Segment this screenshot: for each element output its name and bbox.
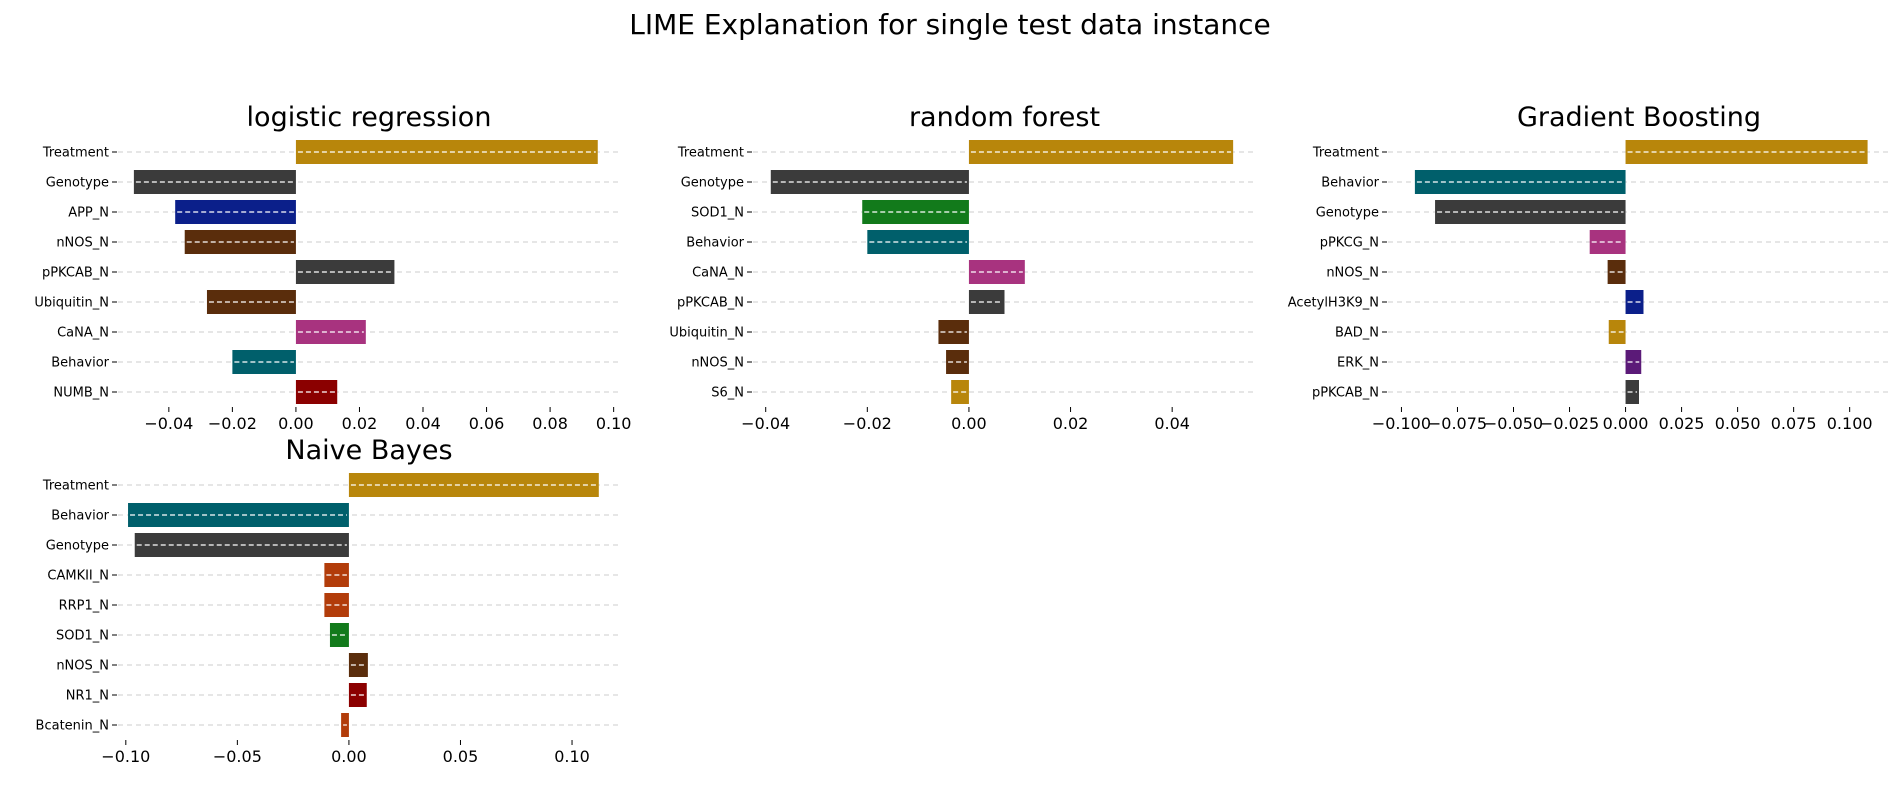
- x-tick-label: 0.04: [405, 414, 441, 433]
- bar-sod1_n: [329, 623, 349, 647]
- x-tick-label: 0.06: [469, 414, 505, 433]
- y-tick-label: CaNA_N: [57, 326, 109, 341]
- y-tick-label: Genotype: [46, 176, 109, 191]
- y-tick-label: Genotype: [1316, 206, 1379, 221]
- chart-title: random forest: [909, 102, 1100, 133]
- chart-title: Gradient Boosting: [1517, 102, 1761, 133]
- bar-nnos_n: [1607, 260, 1626, 284]
- y-tick-label: BAD_N: [1335, 326, 1379, 341]
- x-tick-label: −0.04: [144, 414, 193, 433]
- y-tick-label: Behavior: [51, 356, 109, 371]
- x-tick-label: 0.02: [1053, 414, 1089, 433]
- y-tick-label: Genotype: [46, 539, 109, 554]
- y-tick-label: Treatment: [42, 146, 109, 161]
- x-tick-label: −0.10: [101, 747, 150, 766]
- x-tick-label: 0.10: [554, 747, 590, 766]
- y-tick-label: Behavior: [1321, 176, 1379, 191]
- bar-treatment: [1625, 140, 1868, 164]
- x-tick-label: 0.075: [1771, 414, 1817, 433]
- y-tick-label: nNOS_N: [56, 236, 109, 251]
- x-tick-label: 0.08: [532, 414, 568, 433]
- y-tick-label: nNOS_N: [691, 356, 744, 371]
- chart-naive-bayes: Naive Bayes Treatment Behavior Genotype CAMK…: [36, 435, 620, 766]
- x-tick-label: −0.075: [1428, 414, 1487, 433]
- bar-acetylh3k9_n: [1625, 290, 1644, 314]
- y-tick-label: pPKCAB_N: [1312, 386, 1379, 401]
- y-tick-label: pPKCAB_N: [677, 296, 744, 311]
- y-tick-label: pPKCAB_N: [42, 266, 109, 281]
- x-tick-label: 0.04: [1154, 414, 1190, 433]
- y-tick-label: Genotype: [681, 176, 744, 191]
- y-tick-label: ERK_N: [1337, 356, 1379, 371]
- x-tick-label: −0.05: [213, 747, 262, 766]
- x-tick-label: 0.00: [331, 747, 367, 766]
- chart-title: logistic regression: [247, 102, 492, 133]
- y-tick-label: SOD1_N: [56, 629, 109, 644]
- y-tick-label: Ubiquitin_N: [34, 296, 109, 311]
- y-tick-label: NUMB_N: [53, 386, 109, 401]
- y-tick-label: Ubiquitin_N: [669, 326, 744, 341]
- chart-random-forest: random forest Treatment Genotype SOD1_N Beha…: [669, 102, 1256, 433]
- x-tick-label: 0.00: [951, 414, 987, 433]
- x-tick-label: 0.050: [1715, 414, 1761, 433]
- x-tick-label: −0.100: [1372, 414, 1431, 433]
- y-tick-label: S6_N: [711, 386, 744, 401]
- y-tick-label: Bcatenin_N: [36, 719, 109, 734]
- y-tick-label: Treatment: [42, 479, 109, 494]
- y-tick-label: nNOS_N: [1326, 266, 1379, 281]
- x-tick-label: −0.04: [741, 414, 790, 433]
- y-tick-label: RRP1_N: [59, 599, 109, 614]
- x-tick-label: 0.100: [1827, 414, 1873, 433]
- x-tick-label: 0.02: [342, 414, 378, 433]
- x-tick-label: 0.05: [443, 747, 479, 766]
- y-tick-label: Behavior: [51, 509, 109, 524]
- y-tick-label: CaNA_N: [692, 266, 744, 281]
- x-tick-label: 0.000: [1603, 414, 1649, 433]
- bar-erk_n: [1625, 350, 1642, 374]
- y-tick-label: CAMKII_N: [47, 569, 109, 584]
- y-tick-label: nNOS_N: [56, 659, 109, 674]
- y-tick-label: Behavior: [686, 236, 744, 251]
- x-tick-label: 0.10: [596, 414, 632, 433]
- y-tick-label: pPKCG_N: [1320, 236, 1379, 251]
- chart-logistic-regression: logistic regression Treatment Genotype APP_…: [34, 102, 631, 433]
- x-tick-label: −0.02: [208, 414, 257, 433]
- figure-title: LIME Explanation for single test data in…: [629, 8, 1271, 41]
- x-tick-label: 0.00: [278, 414, 314, 433]
- y-tick-label: Treatment: [677, 146, 744, 161]
- x-tick-label: −0.02: [843, 414, 892, 433]
- bar-nnos_n: [348, 653, 368, 677]
- y-tick-label: Treatment: [1312, 146, 1379, 161]
- y-tick-label: NR1_N: [66, 689, 109, 704]
- bar-s6_n: [951, 380, 969, 404]
- x-tick-label: −0.050: [1484, 414, 1543, 433]
- chart-title: Naive Bayes: [285, 435, 452, 466]
- y-tick-label: AcetylH3K9_N: [1288, 296, 1379, 311]
- chart-gradient-boosting: Gradient Boosting Treatment Behavior Genoty…: [1288, 102, 1890, 433]
- bar-genotype: [133, 170, 296, 194]
- x-tick-label: 0.025: [1659, 414, 1705, 433]
- bar-nr1_n: [348, 683, 367, 707]
- y-tick-label: SOD1_N: [691, 206, 744, 221]
- y-tick-label: APP_N: [68, 206, 109, 221]
- bar-bad_n: [1608, 320, 1626, 344]
- x-tick-label: −0.025: [1540, 414, 1599, 433]
